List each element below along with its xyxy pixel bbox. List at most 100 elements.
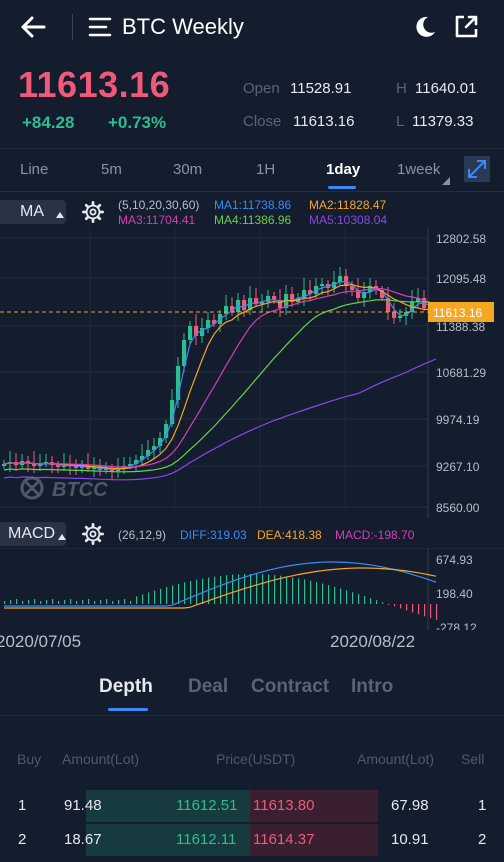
buy-amount: 91.48 xyxy=(64,797,102,814)
tab-30m[interactable]: 30m xyxy=(173,161,203,178)
candle-body xyxy=(32,463,37,466)
macd-legend: MACD:-198.70 xyxy=(335,528,415,542)
page-title[interactable]: BTC Weekly xyxy=(122,14,244,39)
macd-bar xyxy=(70,599,72,604)
candle-body xyxy=(56,465,61,467)
candle-body xyxy=(224,306,229,314)
macd-bar xyxy=(82,600,84,604)
header-divider xyxy=(72,14,73,40)
macd-bar xyxy=(280,575,282,604)
change-percent: +0.73% xyxy=(108,113,167,132)
macd-histogram xyxy=(4,574,438,620)
candle-body xyxy=(398,316,403,318)
macd-bar xyxy=(370,598,372,604)
open-value: 11528.91 xyxy=(290,80,352,97)
macd-bar xyxy=(418,604,420,615)
sell-amount: 10.91 xyxy=(391,831,429,848)
macd-bar xyxy=(406,604,408,611)
change-absolute: +84.28 xyxy=(22,113,75,132)
date-label-start: 2020/07/05 xyxy=(0,632,82,651)
tab-line[interactable]: Line xyxy=(20,161,49,178)
tab-5m[interactable]: 5m xyxy=(101,161,122,178)
macd-bar xyxy=(262,574,264,604)
macd-bar xyxy=(100,600,102,604)
candle-body xyxy=(290,294,295,302)
macd-bar xyxy=(286,576,288,604)
ma3-legend: MA3:11704.41 xyxy=(118,213,196,227)
macd-bar xyxy=(148,592,150,604)
candle-body xyxy=(140,456,145,460)
macd-bar xyxy=(190,580,192,604)
macd-bar xyxy=(34,599,36,604)
macd-bar xyxy=(274,575,276,604)
indicator-macd-select[interactable] xyxy=(0,522,66,546)
macd-bar xyxy=(142,594,144,604)
sell-amount: 67.98 xyxy=(391,797,429,814)
macd-y-tick: 198.40 xyxy=(436,587,473,601)
candle-body xyxy=(164,424,169,438)
gear-icon[interactable] xyxy=(82,201,104,223)
header-price: Price(USDT) xyxy=(216,751,296,767)
macd-bar xyxy=(316,582,318,604)
ma5-legend: MA5:10308.04 xyxy=(309,213,388,227)
gear-icon[interactable] xyxy=(82,523,104,545)
macd-bar xyxy=(382,602,384,604)
share-icon[interactable] xyxy=(452,13,480,41)
candlestick-chart[interactable]: BTCC 12802.58 12095.48 11388.38 10681.29… xyxy=(0,228,504,518)
table-row[interactable]: 2 18.67 11612.11 11614.37 10.91 2 xyxy=(0,824,504,856)
macd-bar xyxy=(208,577,210,604)
macd-params: (26,12,9) xyxy=(118,528,167,542)
macd-bar xyxy=(58,601,60,604)
macd-bar xyxy=(412,604,414,613)
tab-1day[interactable]: 1day xyxy=(326,161,361,178)
moon-icon[interactable] xyxy=(412,14,438,40)
macd-bar xyxy=(436,604,438,620)
tab-1week[interactable]: 1week xyxy=(397,161,441,178)
macd-bar xyxy=(202,578,204,604)
watermark: BTCC xyxy=(20,476,108,501)
table-row[interactable]: 1 91.48 11612.51 11613.80 67.98 1 xyxy=(0,790,504,822)
indicator-ma-select[interactable] xyxy=(0,200,66,224)
tab-deal[interactable]: Deal xyxy=(188,676,229,697)
tab-depth[interactable]: Depth xyxy=(99,676,153,697)
ask-depth-bar xyxy=(250,790,378,822)
candle-body xyxy=(158,438,163,446)
macd-bar xyxy=(40,601,42,604)
candle-body xyxy=(2,464,7,466)
macd-bar xyxy=(424,604,426,617)
macd-bar xyxy=(292,577,294,604)
macd-bar xyxy=(160,588,162,604)
candle-body xyxy=(248,298,253,310)
buy-rank: 2 xyxy=(18,831,27,848)
macd-bar xyxy=(16,599,18,604)
macd-bar xyxy=(322,583,324,604)
buy-amount: 18.67 xyxy=(64,831,102,848)
fullscreen-icon[interactable] xyxy=(464,156,490,182)
candle-body xyxy=(242,300,247,310)
macd-bar xyxy=(268,574,270,604)
bid-price: 11612.11 xyxy=(176,831,237,848)
macd-bar xyxy=(352,592,354,604)
macd-chart[interactable]: 674.93 198.40 -278.12 xyxy=(0,548,504,630)
back-arrow-icon[interactable] xyxy=(18,12,48,42)
macd-bar xyxy=(334,586,336,604)
macd-bar xyxy=(298,578,300,604)
candle-body xyxy=(386,298,391,312)
header-buy: Buy xyxy=(17,751,42,767)
header-amount-right: Amount(Lot) xyxy=(357,751,435,767)
tab-intro[interactable]: Intro xyxy=(351,676,394,697)
candle-body xyxy=(392,312,397,318)
candle-body xyxy=(74,466,79,468)
menu-icon[interactable] xyxy=(88,15,114,39)
candle-body xyxy=(134,460,139,464)
candle-body xyxy=(404,312,409,316)
macd-bar xyxy=(400,604,402,609)
macd-bar xyxy=(64,600,66,604)
macd-bar xyxy=(154,590,156,604)
tab-contract[interactable]: Contract xyxy=(251,676,330,697)
macd-bar xyxy=(304,579,306,604)
candle-body xyxy=(26,461,31,463)
tab-1h[interactable]: 1H xyxy=(256,161,276,178)
macd-bar xyxy=(112,601,114,604)
ask-price: 11613.80 xyxy=(253,797,315,814)
